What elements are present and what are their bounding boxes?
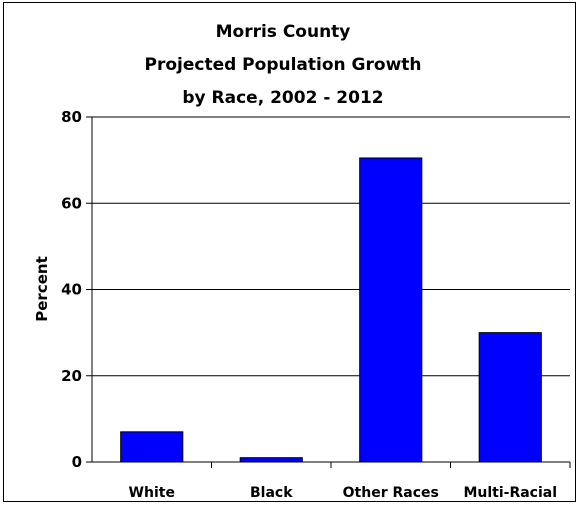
bar <box>120 431 184 463</box>
bar <box>359 157 423 463</box>
y-axis-label: Percent <box>33 256 51 321</box>
chart-title-line-3: by Race, 2002 - 2012 <box>182 88 383 108</box>
x-tick-label: Multi-Racial <box>463 485 557 501</box>
y-tick-label: 20 <box>61 367 82 385</box>
y-tick-label: 40 <box>61 281 82 299</box>
chart-title: Morris County Projected Population Growt… <box>144 22 421 108</box>
x-tick-label: Other Races <box>343 485 439 501</box>
chart-title-line-2: Projected Population Growth <box>144 55 421 75</box>
x-tick-label: White <box>129 485 175 501</box>
chart-title-line-1: Morris County <box>216 22 351 42</box>
y-tick-label: 60 <box>61 194 82 212</box>
bar <box>478 332 542 463</box>
y-tick-labels: 0 20 40 60 80 <box>61 108 92 471</box>
x-tick-labels: White Black Other Races Multi-Racial <box>129 462 571 501</box>
y-tick-label: 0 <box>72 453 82 471</box>
y-tick-label: 80 <box>61 108 82 126</box>
bar <box>239 457 303 463</box>
x-tick-label: Black <box>250 485 293 501</box>
